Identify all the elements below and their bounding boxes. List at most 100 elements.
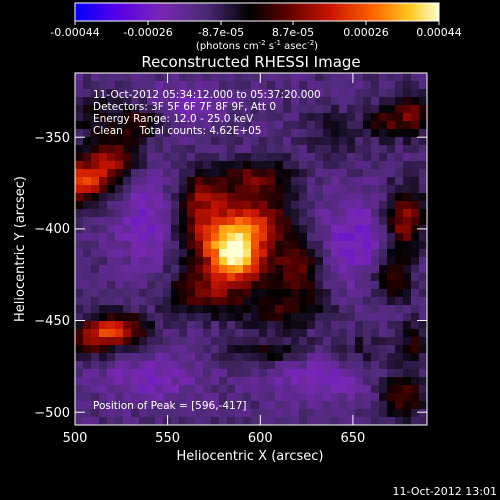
heatmap-cell: [355, 121, 364, 130]
heatmap-cell: [251, 129, 260, 138]
heatmap-cell: [75, 305, 84, 314]
heatmap-cell: [195, 281, 204, 290]
heatmap-cell: [83, 153, 92, 162]
heatmap-cell: [371, 337, 380, 346]
heatmap-cell: [107, 265, 116, 274]
heatmap-cell: [107, 345, 116, 354]
heatmap-cell: [379, 321, 388, 330]
heatmap-cell: [171, 345, 180, 354]
heatmap-cell: [131, 409, 140, 418]
heatmap-cell: [363, 201, 372, 210]
heatmap-cell: [107, 105, 116, 114]
heatmap-cell: [419, 153, 427, 162]
heatmap-cell: [411, 393, 420, 402]
heatmap-cell: [419, 401, 427, 410]
heatmap-cell: [387, 113, 396, 122]
heatmap-cell: [227, 297, 236, 306]
heatmap-cell: [379, 113, 388, 122]
heatmap-cell: [243, 361, 252, 370]
heatmap-cell: [235, 297, 244, 306]
heatmap-cell: [155, 369, 164, 378]
heatmap-cell: [83, 417, 92, 425]
heatmap-cell: [75, 297, 84, 306]
heatmap-cell: [379, 409, 388, 418]
heatmap-cell: [355, 161, 364, 170]
heatmap-cell: [99, 129, 108, 138]
heatmap-cell: [147, 105, 156, 114]
heatmap-cell: [115, 129, 124, 138]
heatmap-cell: [347, 209, 356, 218]
heatmap-cell: [307, 257, 316, 266]
heatmap-cell: [171, 321, 180, 330]
heatmap-cell: [91, 81, 100, 90]
heatmap-cell: [107, 169, 116, 178]
heatmap-cell: [243, 297, 252, 306]
heatmap-cell: [139, 105, 148, 114]
heatmap-cell: [251, 329, 260, 338]
heatmap-cell: [403, 169, 412, 178]
heatmap-cell: [99, 361, 108, 370]
heatmap-cell: [291, 105, 300, 114]
heatmap-cell: [179, 161, 188, 170]
heatmap-cell: [363, 177, 372, 186]
heatmap-cell: [251, 201, 260, 210]
heatmap-cell: [339, 145, 348, 154]
heatmap-cell: [331, 225, 340, 234]
heatmap-cell: [299, 209, 308, 218]
heatmap-cell: [419, 241, 427, 250]
heatmap-cell: [347, 377, 356, 386]
heatmap-cell: [203, 345, 212, 354]
heatmap-cell: [315, 161, 324, 170]
heatmap-cell: [195, 201, 204, 210]
heatmap-cell: [227, 129, 236, 138]
heatmap-cell: [115, 153, 124, 162]
heatmap-cell: [299, 337, 308, 346]
heatmap-cell: [155, 129, 164, 138]
heatmap-cell: [347, 329, 356, 338]
heatmap-cell: [171, 265, 180, 274]
heatmap-cell: [307, 321, 316, 330]
heatmap-cell: [179, 353, 188, 362]
heatmap-cell: [251, 337, 260, 346]
heatmap-cell: [411, 129, 420, 138]
heatmap-cell: [211, 201, 220, 210]
heatmap-cell: [259, 105, 268, 114]
heatmap-cell: [299, 329, 308, 338]
heatmap-cell: [99, 145, 108, 154]
heatmap-cell: [275, 321, 284, 330]
heatmap-cell: [139, 281, 148, 290]
heatmap-cell: [115, 137, 124, 146]
heatmap-cell: [387, 305, 396, 314]
heatmap-cell: [179, 201, 188, 210]
heatmap-cell: [75, 121, 84, 130]
heatmap-cell: [139, 201, 148, 210]
heatmap-cell: [99, 97, 108, 106]
heatmap-cell: [99, 297, 108, 306]
heatmap-cell: [411, 345, 420, 354]
heatmap-cell: [139, 313, 148, 322]
heatmap-cell: [123, 225, 132, 234]
heatmap-cell: [187, 105, 196, 114]
heatmap-cell: [299, 161, 308, 170]
heatmap-cell: [363, 417, 372, 425]
heatmap-cell: [307, 273, 316, 282]
heatmap-cell: [259, 217, 268, 226]
heatmap-cell: [235, 409, 244, 418]
heatmap-cell: [91, 337, 100, 346]
heatmap-cell: [251, 241, 260, 250]
heatmap-cell: [403, 193, 412, 202]
heatmap-cell: [299, 177, 308, 186]
heatmap-cell: [99, 177, 108, 186]
heatmap-cell: [411, 321, 420, 330]
heatmap-cell: [75, 337, 84, 346]
heatmap-cell: [187, 385, 196, 394]
heatmap-cell: [123, 137, 132, 146]
heatmap-cell: [251, 313, 260, 322]
heatmap-cell: [179, 401, 188, 410]
heatmap-cell: [195, 73, 204, 82]
heatmap-cell: [219, 97, 228, 106]
heatmap-cell: [211, 73, 220, 82]
heatmap-cell: [267, 345, 276, 354]
heatmap-cell: [211, 169, 220, 178]
heatmap-cell: [323, 273, 332, 282]
